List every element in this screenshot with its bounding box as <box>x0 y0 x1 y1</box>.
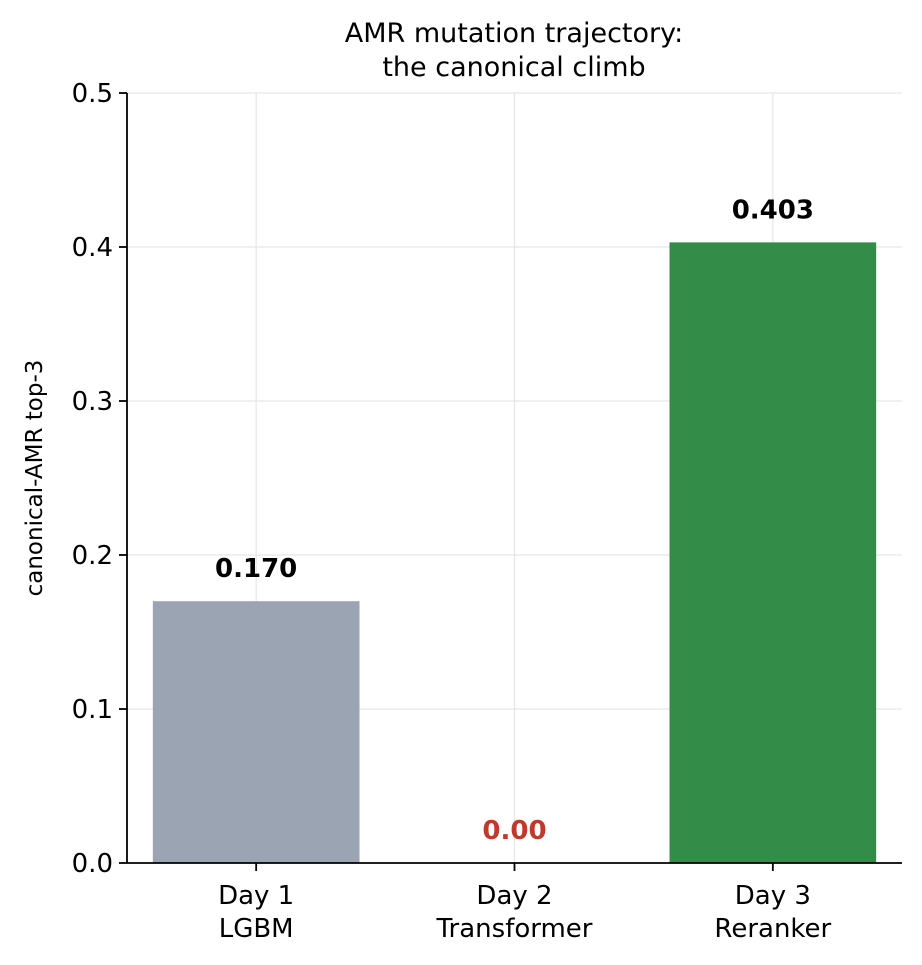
y-tick-label: 0.3 <box>72 387 113 417</box>
x-tick-label: LGBM <box>219 914 294 944</box>
x-tick-label: Day 2 <box>476 881 552 911</box>
x-tick-label: Transformer <box>435 914 592 944</box>
x-tick-label: Day 3 <box>735 881 811 911</box>
axes <box>119 92 902 871</box>
data-label: 0.403 <box>732 195 814 225</box>
chart-title-line-2: the canonical climb <box>382 52 645 83</box>
bars <box>152 242 877 863</box>
y-tick-label: 0.5 <box>72 79 113 109</box>
y-tick-label: 0.0 <box>72 849 113 879</box>
bar <box>152 601 360 863</box>
y-tick-label: 0.2 <box>72 541 113 571</box>
y-tick-label: 0.1 <box>72 695 113 725</box>
x-tick-label: Day 1 <box>218 881 294 911</box>
labels: AMR mutation trajectory: the canonical c… <box>22 18 832 944</box>
x-tick-label: Reranker <box>714 914 831 944</box>
data-label: 0.00 <box>482 816 546 846</box>
data-label: 0.170 <box>215 554 297 584</box>
y-tick-label: 0.4 <box>72 233 113 263</box>
bar <box>669 242 877 863</box>
chart-title-line-1: AMR mutation trajectory: <box>345 18 683 49</box>
y-axis-label: canonical-AMR top-3 <box>22 360 48 597</box>
